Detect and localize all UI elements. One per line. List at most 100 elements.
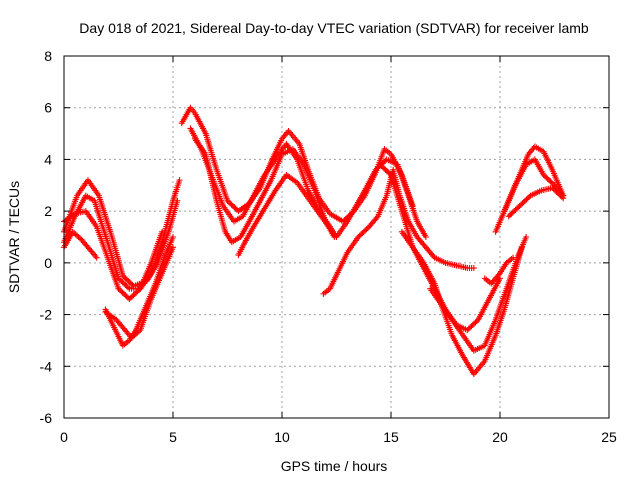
data-point — [125, 277, 132, 284]
data-point — [517, 201, 524, 208]
data-point — [511, 208, 518, 215]
x-tick-label: 25 — [601, 429, 617, 445]
data-point — [176, 177, 183, 184]
data-point — [467, 324, 474, 331]
x-tick-label: 10 — [274, 429, 290, 445]
data-point — [519, 200, 526, 207]
data-point — [228, 201, 235, 208]
data-point — [547, 178, 554, 185]
data-point — [516, 202, 523, 209]
y-tick-label: 4 — [44, 151, 52, 167]
data-point — [122, 275, 129, 282]
data-point — [329, 228, 336, 235]
x-tick-label: 5 — [169, 429, 177, 445]
data-point — [170, 234, 176, 240]
data-point — [553, 188, 560, 195]
chart-title: Day 018 of 2021, Sidereal Day-to-day VTE… — [79, 20, 589, 36]
y-tick-label: -2 — [40, 307, 53, 323]
data-point — [377, 161, 384, 168]
data-point — [386, 170, 393, 177]
data-point — [422, 234, 429, 240]
data-point — [472, 319, 479, 326]
data-point — [508, 210, 515, 217]
data-point — [356, 232, 363, 239]
data-point — [170, 244, 176, 251]
data-point — [129, 293, 136, 300]
axis-ticks: 0 5 10 15 20 25 -6 -4 -2 0 2 4 6 8 — [40, 48, 617, 445]
data-point — [115, 285, 122, 292]
data-point — [380, 159, 387, 166]
data-point — [174, 197, 181, 204]
data-point — [546, 177, 553, 184]
data-point — [552, 187, 559, 194]
series-trace-4 — [61, 228, 100, 261]
data-point — [541, 173, 548, 180]
data-point — [134, 288, 141, 295]
data-point — [543, 174, 550, 181]
data-point — [383, 168, 390, 175]
data-point — [385, 169, 392, 176]
data-point — [520, 199, 527, 206]
data-point — [131, 290, 138, 297]
y-tick-label: -4 — [40, 358, 53, 374]
data-point — [512, 206, 519, 213]
series-trace-10 — [235, 171, 336, 259]
data-point — [470, 265, 477, 272]
x-tick-label: 20 — [492, 429, 508, 445]
data-point — [123, 283, 130, 290]
data-point — [115, 275, 122, 282]
data-point — [127, 294, 134, 301]
data-point — [122, 292, 129, 299]
data-point — [378, 162, 385, 169]
data-point — [524, 195, 531, 202]
data-point — [119, 289, 126, 296]
data-point — [121, 274, 128, 281]
data-point — [548, 179, 555, 186]
data-point — [505, 213, 512, 220]
data-point — [128, 280, 135, 287]
data-point — [523, 234, 530, 240]
data-point — [93, 254, 100, 261]
data-point — [359, 230, 366, 237]
data-point — [513, 205, 520, 212]
data-point — [232, 205, 239, 212]
y-axis-label: SDTVAR / TECUs — [6, 181, 22, 293]
data-point — [123, 276, 130, 283]
data-point — [126, 296, 133, 303]
y-tick-label: 2 — [44, 203, 52, 219]
data-point — [362, 227, 369, 234]
data-point — [554, 190, 561, 197]
data-point — [355, 234, 362, 240]
y-tick-label: -6 — [40, 410, 53, 426]
data-point — [358, 231, 365, 238]
data-point — [522, 197, 529, 204]
data-point — [118, 288, 125, 295]
data-point — [118, 277, 125, 284]
data-point — [120, 290, 127, 297]
data-point — [159, 228, 166, 235]
series-trace-9 — [191, 135, 338, 246]
data-point — [557, 192, 564, 199]
data-point — [560, 195, 567, 202]
data-point — [550, 186, 557, 193]
data-point — [510, 254, 517, 261]
data-point — [129, 281, 136, 288]
y-tick-label: 8 — [44, 48, 52, 64]
y-tick-label: 0 — [44, 255, 52, 271]
data-point — [123, 293, 130, 300]
data-point — [509, 209, 516, 216]
series-trace-14 — [427, 234, 530, 354]
data-point — [550, 180, 557, 187]
data-point — [122, 281, 129, 288]
data-point — [331, 234, 338, 240]
y-tick-label: 6 — [44, 100, 52, 116]
data-point — [225, 199, 232, 206]
x-tick-label: 0 — [60, 429, 68, 445]
data-point — [469, 321, 476, 328]
data-point — [119, 272, 126, 279]
data-point — [135, 287, 142, 294]
series-trace-6 — [102, 244, 176, 341]
data-point — [227, 200, 234, 207]
series-trace-18 — [505, 184, 567, 220]
